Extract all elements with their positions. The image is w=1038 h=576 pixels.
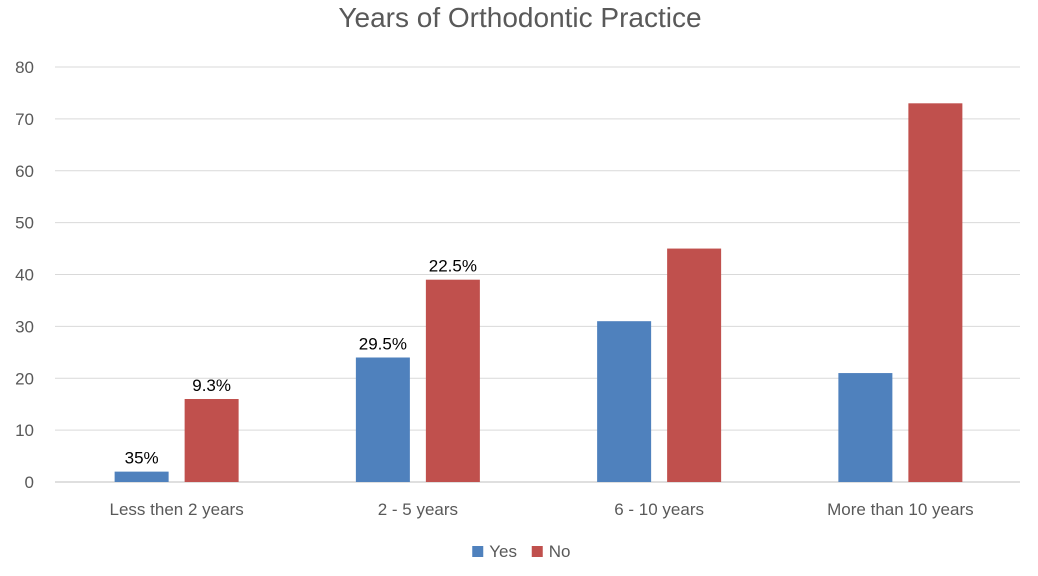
legend-swatch-yes <box>472 546 484 557</box>
bar-yes-0 <box>114 471 169 482</box>
legend: Yes No <box>472 542 570 561</box>
legend-label-yes: Yes <box>489 542 517 561</box>
y-tick-label: 30 <box>15 317 34 336</box>
y-tick-label: 40 <box>15 266 34 285</box>
y-tick-label: 0 <box>25 473 34 492</box>
bar-yes-1 <box>355 357 410 482</box>
y-tick-label: 70 <box>15 110 34 129</box>
bar-no-2 <box>667 248 722 482</box>
category-label: Less then 2 years <box>110 500 244 519</box>
category-label: More than 10 years <box>827 500 973 519</box>
y-tick-label: 10 <box>15 421 34 440</box>
y-tick-label: 80 <box>15 58 34 77</box>
chart-title: Years of Orthodontic Practice <box>338 2 701 33</box>
bar-no-1 <box>425 279 480 482</box>
bar-yes-3 <box>838 373 893 482</box>
data-label: 29.5% <box>359 335 407 354</box>
bar-no-3 <box>908 103 963 482</box>
y-tick-label: 20 <box>15 369 34 388</box>
legend-swatch-no <box>531 546 543 557</box>
data-label: 35% <box>125 449 159 468</box>
y-tick-label: 60 <box>15 162 34 181</box>
bar-yes-2 <box>597 321 652 482</box>
category-label: 2 - 5 years <box>378 500 458 519</box>
data-label: 9.3% <box>192 376 231 395</box>
bars <box>114 103 963 482</box>
data-labels: 35% 9.3% 29.5% 22.5% <box>125 257 477 468</box>
bar-no-0 <box>184 399 239 482</box>
y-tick-label: 50 <box>15 214 34 233</box>
category-label: 6 - 10 years <box>614 500 704 519</box>
y-axis-ticks: 0 10 20 30 40 50 60 70 80 <box>15 58 34 492</box>
x-axis-categories: Less then 2 years 2 - 5 years 6 - 10 years… <box>110 500 974 519</box>
legend-label-no: No <box>549 542 571 561</box>
data-label: 22.5% <box>429 257 477 276</box>
